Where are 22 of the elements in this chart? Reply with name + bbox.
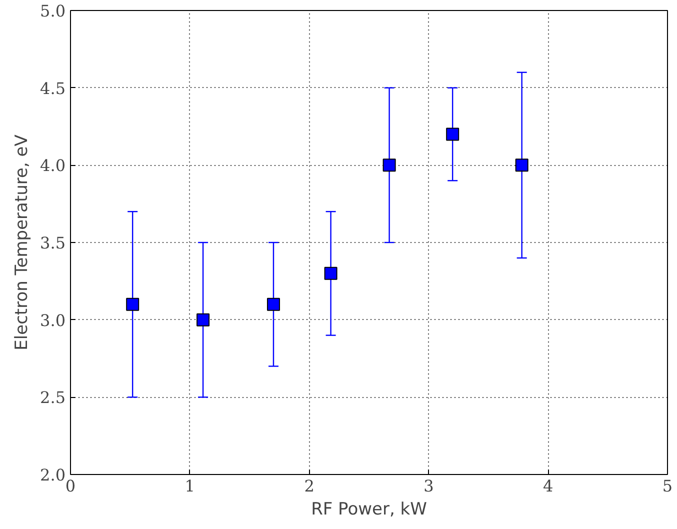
y-tick-label: 4.0 bbox=[40, 156, 66, 176]
y-tick-label: 3.5 bbox=[40, 234, 66, 252]
y-tick-label: 2.5 bbox=[40, 388, 66, 408]
x-tick-label: 4 bbox=[543, 476, 554, 496]
x-axis-title: RF Power, kW bbox=[311, 500, 428, 520]
y-tick-label: 4.5 bbox=[40, 78, 66, 98]
point bbox=[446, 128, 460, 141]
x-tick-label: 2 bbox=[304, 476, 314, 496]
point bbox=[515, 158, 528, 172]
point bbox=[126, 298, 140, 311]
point bbox=[196, 313, 210, 326]
x-tick-label: 1 bbox=[184, 476, 195, 496]
point bbox=[382, 158, 396, 172]
x-tick-label: 5 bbox=[662, 476, 673, 496]
point bbox=[324, 266, 338, 280]
y-axis-title: Electron Temperature, eV bbox=[12, 134, 32, 350]
y-tick-label: 3.0 bbox=[40, 310, 66, 330]
x-tick-label: 3 bbox=[424, 476, 434, 496]
x-tick-label: 0 bbox=[65, 476, 76, 496]
y-tick-label: 5.0 bbox=[40, 2, 66, 20]
point bbox=[266, 298, 280, 311]
y-tick-label: 2.0 bbox=[40, 466, 66, 484]
